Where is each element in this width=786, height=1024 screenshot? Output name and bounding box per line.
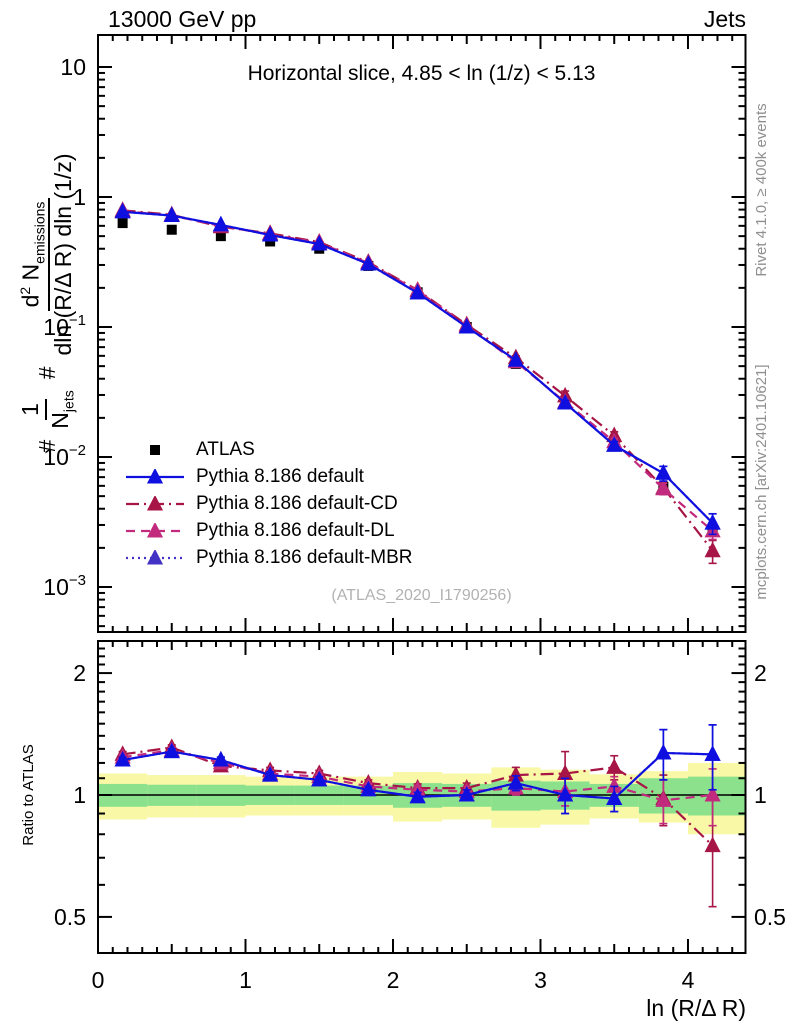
series-ratio-pythia-8-186-default xyxy=(114,724,721,815)
axis-ticks xyxy=(97,35,746,953)
tick-label: 4 xyxy=(682,967,695,993)
series-ratio-pythia-8-186-default-cd xyxy=(114,738,721,908)
square-marker-icon xyxy=(150,444,160,455)
legend: ATLAS Pythia 8.186 default Pythia 8.186 de… xyxy=(126,436,413,571)
hash-symbol: # xyxy=(33,366,60,380)
series-main-pythia-8-186-default xyxy=(114,202,721,536)
legend-label: Pythia 8.186 default xyxy=(196,465,364,487)
fraction-1-over-njets: 1 Njets xyxy=(17,390,77,429)
triangle-marker-icon xyxy=(126,468,184,483)
ratio-y-axis-title: Ratio to ATLAS xyxy=(20,744,37,846)
tick-label: 3 xyxy=(534,967,547,993)
hash-symbol: # xyxy=(33,439,60,453)
legend-entry-0: ATLAS xyxy=(126,436,413,463)
legend-label: ATLAS xyxy=(196,438,255,460)
tick-label: 1 xyxy=(239,967,252,993)
legend-entry-3: Pythia 8.186 default-DL xyxy=(126,517,413,544)
rivet-version-note: Rivet 4.1.0, ≥ 400k events xyxy=(753,103,770,277)
legend-entry-1: Pythia 8.186 default xyxy=(126,463,413,490)
tick-label: 2 xyxy=(387,967,400,993)
tick-label: 1 xyxy=(73,782,86,808)
legend-label: Pythia 8.186 default-MBR xyxy=(196,546,413,568)
triangle-marker-icon xyxy=(126,522,184,537)
legend-entry-2: Pythia 8.186 default-CD xyxy=(126,490,413,517)
tick-label: 0 xyxy=(92,967,105,993)
plot-title: Horizontal slice, 4.85 < ln (1/z) < 5.13 xyxy=(247,62,596,85)
tick-label: 2 xyxy=(754,660,767,686)
legend-entry-4: Pythia 8.186 default-MBR xyxy=(126,544,413,571)
fraction-d2n-emissions: d2 Nemissions dln (R/Δ R) dln (1/z) xyxy=(17,153,76,356)
tick-label: 0.5 xyxy=(754,904,786,930)
x-axis-title: ln (R/Δ R) xyxy=(646,995,746,1021)
analysis-id-watermark: (ATLAS_2020_I1790256) xyxy=(331,587,512,604)
legend-label: Pythia 8.186 default-DL xyxy=(196,519,395,541)
triangle-marker-icon xyxy=(126,549,184,564)
tick-label: 0.5 xyxy=(54,904,86,930)
legend-label: Pythia 8.186 default-CD xyxy=(196,492,398,514)
tick-label: 10 xyxy=(60,54,86,80)
triangle-marker-icon xyxy=(126,495,184,510)
tick-label: 1 xyxy=(754,782,767,808)
beam-energy-label: 13000 GeV pp xyxy=(108,6,257,32)
analysis-type-label: Jets xyxy=(703,6,746,32)
mcplots-arxiv-note: mcplots.cern.ch [arXiv:2401.10621] xyxy=(753,364,770,600)
tick-label: 1 xyxy=(73,184,86,210)
main-y-axis-title: # 1 Njets # d2 Nemissions dln (R/Δ R) dl… xyxy=(5,6,89,596)
tick-label: 2 xyxy=(73,660,86,686)
